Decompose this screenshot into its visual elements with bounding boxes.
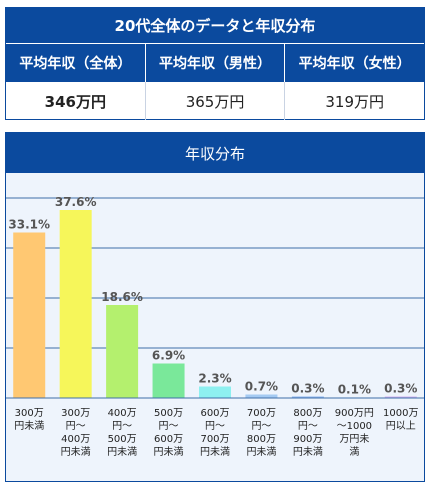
data-label: 0.7% bbox=[245, 380, 278, 394]
summary-table: 20代全体のデータと年収分布 平均年収（全体） 平均年収（男性） 平均年収（女性… bbox=[5, 7, 425, 120]
category-label: 円～ bbox=[66, 421, 86, 432]
data-label: 2.3% bbox=[198, 372, 231, 386]
summary-value-row: 346万円 365万円 319万円 bbox=[6, 82, 424, 120]
bar bbox=[291, 396, 324, 398]
category-label: 円未満 bbox=[293, 446, 323, 458]
category-label: 800万 bbox=[247, 434, 276, 445]
category-label: 円～ bbox=[159, 421, 179, 432]
category-label: 円未満 bbox=[61, 446, 91, 458]
bar bbox=[59, 210, 92, 398]
category-label: 500万 bbox=[108, 434, 137, 445]
category-label: 700万 bbox=[200, 434, 229, 445]
category-label: 700万 bbox=[247, 408, 276, 419]
data-label: 37.6% bbox=[55, 195, 97, 209]
category-label: 900万 bbox=[293, 434, 322, 445]
category-label: 円未満 bbox=[154, 446, 184, 458]
category-label: 円～ bbox=[251, 421, 271, 432]
category-label: 円未満 bbox=[200, 446, 230, 458]
data-label: 6.9% bbox=[152, 349, 185, 363]
category-label: 400万 bbox=[108, 408, 137, 419]
chart-title: 年収分布 bbox=[6, 133, 424, 173]
category-label: 300万 bbox=[15, 408, 44, 419]
data-label: 33.1% bbox=[8, 218, 50, 232]
category-label: 800万 bbox=[293, 408, 322, 419]
category-label: 400万 bbox=[61, 434, 90, 445]
category-label: 600万 bbox=[200, 408, 229, 419]
category-label: 900万円 bbox=[335, 408, 374, 419]
summary-header-row: 平均年収（全体） 平均年収（男性） 平均年収（女性） bbox=[6, 43, 424, 82]
category-label: 円未満 bbox=[107, 446, 137, 458]
bar bbox=[13, 232, 46, 398]
category-label: 円～ bbox=[298, 421, 318, 432]
category-label: 300万 bbox=[61, 408, 90, 419]
category-label: 600万 bbox=[154, 434, 183, 445]
category-label: 1000万 bbox=[383, 408, 418, 419]
category-label: 円～ bbox=[112, 421, 132, 432]
bar bbox=[384, 396, 417, 398]
category-label: 500万 bbox=[154, 408, 183, 419]
value-male: 365万円 bbox=[144, 82, 285, 120]
category-label: 円未満 bbox=[14, 420, 44, 432]
category-label: 円以上 bbox=[386, 420, 416, 432]
bar bbox=[245, 394, 278, 398]
distribution-chart-panel: 年収分布 33.1% 300万 円未満 37.6% 300万 円～ 400万 円未満 18.6%… bbox=[5, 132, 425, 482]
category-label: 満 bbox=[349, 446, 359, 458]
header-male: 平均年収（男性） bbox=[144, 44, 285, 82]
data-label: 0.3% bbox=[384, 382, 417, 396]
category-label: 円～ bbox=[205, 421, 225, 432]
value-overall: 346万円 bbox=[44, 92, 106, 111]
bar bbox=[106, 305, 139, 398]
category-label: 万円未 bbox=[339, 433, 369, 445]
data-label: 0.1% bbox=[338, 383, 371, 397]
data-label: 18.6% bbox=[101, 290, 143, 304]
bar-chart: 33.1%300万円未満37.6%300万円～400万円未満18.6%400万円… bbox=[6, 195, 424, 458]
value-female: 319万円 bbox=[284, 82, 424, 120]
bar bbox=[152, 363, 185, 398]
category-label: ～1000 bbox=[337, 421, 372, 432]
data-label: 0.3% bbox=[291, 382, 324, 396]
header-female: 平均年収（女性） bbox=[284, 44, 424, 82]
bar bbox=[199, 386, 231, 398]
category-label: 円未満 bbox=[246, 446, 276, 458]
header-overall: 平均年収（全体） bbox=[19, 56, 132, 72]
summary-title: 20代全体のデータと年収分布 bbox=[6, 8, 424, 43]
